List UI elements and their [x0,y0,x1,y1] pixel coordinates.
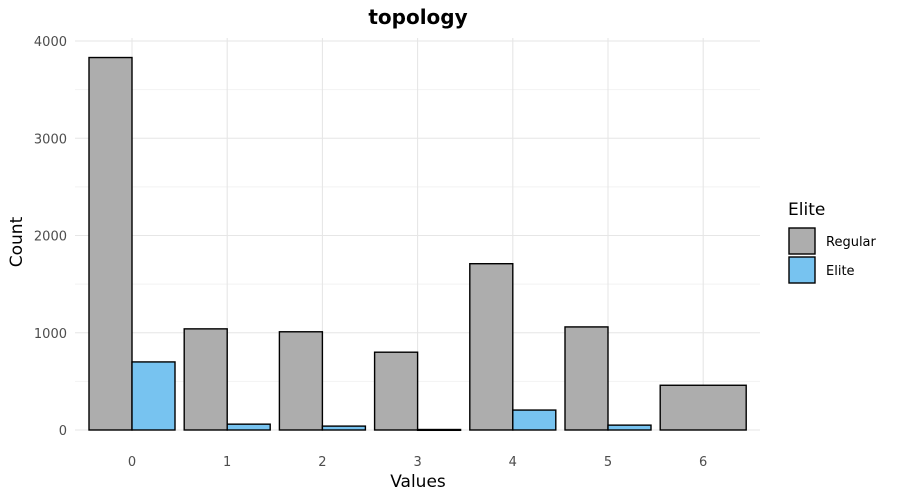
x-axis-title: Values [390,472,446,492]
bar-regular-0 [88,56,133,431]
y-tick-labels: 0 1000 2000 3000 4000 [34,35,67,439]
bar-regular-6 [659,384,747,431]
bar-elite-3 [416,428,462,432]
x-tick-label: 2 [318,455,326,470]
legend-key-elite [788,256,816,284]
y-tick-label: 3000 [34,132,67,147]
x-tick-label: 3 [413,455,421,470]
y-axis-title: Count [7,216,27,267]
bar-elite-2 [321,425,367,431]
bar-regular-2 [278,331,324,431]
legend-label-elite: Elite [826,264,855,279]
y-tick-label: 1000 [34,327,67,342]
bar-regular-3 [373,351,419,431]
bar-elite-5 [607,424,652,431]
x-tick-label: 1 [223,455,231,470]
legend-label-regular: Regular [826,235,877,250]
legend-items: Regular Elite [788,227,877,284]
x-tick-label: 5 [604,455,612,470]
bar-regular-5 [564,326,609,431]
bar-elite-1 [226,423,271,431]
x-tick-labels: 0 1 2 3 4 5 6 [128,455,707,470]
legend-key-regular [788,227,816,255]
bar-regular-4 [469,263,514,431]
y-tick-label: 2000 [34,230,67,245]
bar-regular-1 [183,328,228,431]
chart-title: topology [368,5,467,29]
y-tick-label: 4000 [34,35,67,50]
bar-elite-4 [512,409,557,431]
x-tick-label: 6 [699,455,707,470]
bar-elite-0 [131,361,176,431]
y-tick-label: 0 [59,424,67,439]
bars [88,56,747,432]
legend-title: Elite [788,200,825,220]
x-tick-label: 0 [128,455,136,470]
x-tick-label: 4 [509,455,517,470]
